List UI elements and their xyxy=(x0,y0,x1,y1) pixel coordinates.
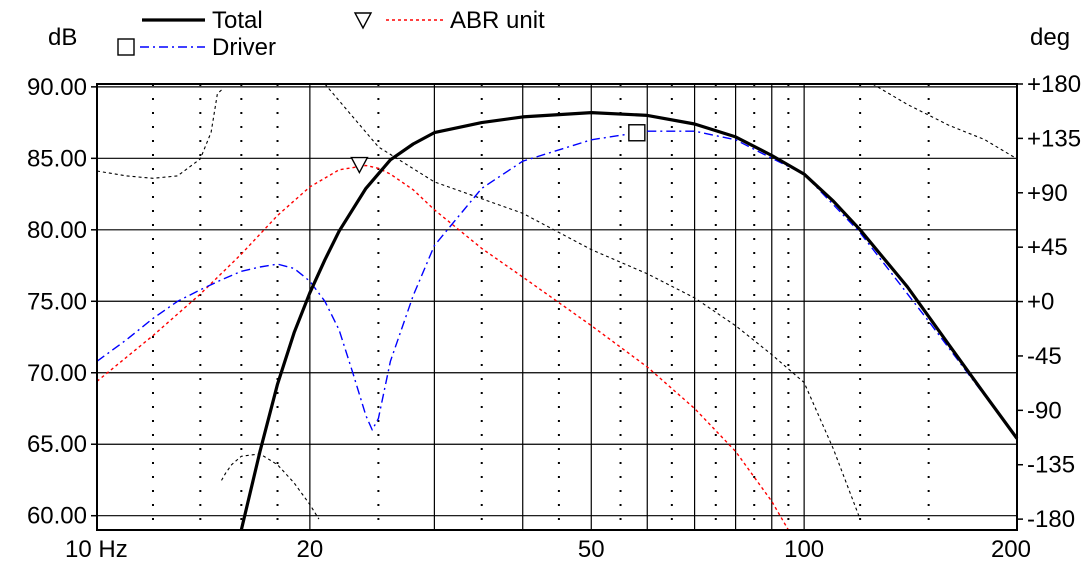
y-tick-label: 85.00 xyxy=(27,145,87,172)
legend-label-abr: ABR unit xyxy=(450,7,545,34)
x-tick-label: 200 xyxy=(991,536,1031,562)
legend-label-driver: Driver xyxy=(212,34,276,61)
series-line-phase xyxy=(221,453,320,520)
y2-tick-label: -135 xyxy=(1027,452,1075,479)
y2-tick-label: +90 xyxy=(1027,180,1068,207)
x-tick-label: 20 xyxy=(297,536,324,562)
y2-tick-label: -180 xyxy=(1027,506,1075,533)
series-line-phase xyxy=(872,83,1018,160)
series-line-total xyxy=(239,110,1019,531)
series-line-phase xyxy=(324,83,861,520)
legend-marker-driver xyxy=(117,38,135,56)
y2-tick-label: +135 xyxy=(1027,125,1081,152)
x-tick-label: 50 xyxy=(578,536,605,562)
y-tick-label: 90.00 xyxy=(27,74,87,101)
axis-tick-labels: 90.00 85.00 80.00 75.00 70.00 65.00 60.00 +180 +… xyxy=(27,71,1081,563)
series-marker-abr xyxy=(350,156,369,175)
grid xyxy=(97,84,1017,530)
y-tick-label: 75.00 xyxy=(27,288,87,315)
y2-tick-label: +0 xyxy=(1027,289,1054,316)
y-tick-label: 70.00 xyxy=(27,360,87,387)
plot-frame xyxy=(96,83,1018,531)
series-line-phase xyxy=(96,89,222,179)
legend-label-total: Total xyxy=(212,7,263,34)
y2-tick-label: -90 xyxy=(1027,397,1062,424)
y-tick-label: 80.00 xyxy=(27,217,87,244)
y-tick-label: 65.00 xyxy=(27,431,87,458)
series-markers xyxy=(350,124,646,175)
right-axis-unit: deg xyxy=(1030,24,1070,51)
legend-marker-abr xyxy=(353,12,373,30)
y2-tick-label: -45 xyxy=(1027,343,1062,370)
left-axis-unit: dB xyxy=(48,24,77,51)
y2-tick-label: +180 xyxy=(1027,71,1081,98)
series-lines xyxy=(96,83,1019,531)
x-tick-label: 10 Hz xyxy=(65,536,128,562)
series-line-abr xyxy=(96,164,790,531)
series-marker-driver xyxy=(628,124,646,142)
x-tick-label: 100 xyxy=(784,536,824,562)
y-tick-label: 60.00 xyxy=(27,503,87,530)
series-line-driver xyxy=(96,130,1018,439)
y2-tick-label: +45 xyxy=(1027,234,1068,261)
